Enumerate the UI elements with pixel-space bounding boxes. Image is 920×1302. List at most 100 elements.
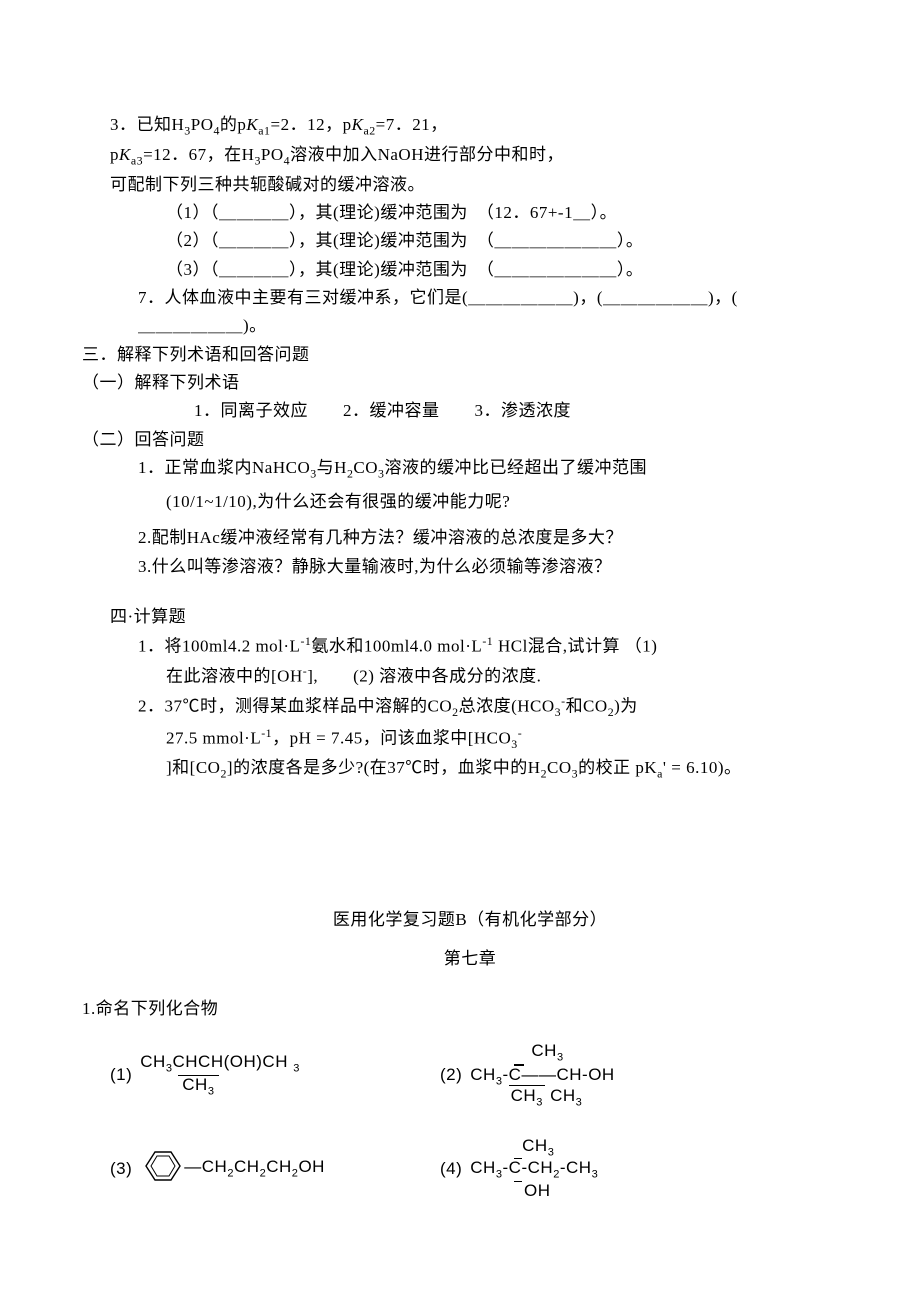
txt: HCl混合,试计算 （1) bbox=[493, 637, 657, 656]
document-page: 3．已知H3PO4的pKa1=2．12，pKa2=7．21， pKa3=12．6… bbox=[0, 0, 920, 1302]
s: 3 bbox=[208, 1085, 215, 1097]
chem-row-2: (3) —CH2CH2CH2OH (4) CH3 bbox=[110, 1137, 830, 1201]
chem-cell-3: (3) —CH2CH2CH2OH bbox=[110, 1148, 440, 1189]
formula-4: CH3 CH3-C-CH2-CH3 OH bbox=[470, 1137, 598, 1201]
chem-cell-4: (4) CH3 CH3-C-CH2-CH3 OH bbox=[440, 1137, 830, 1201]
q3-line1: 3．已知H3PO4的pKa1=2．12，pKa2=7．21， bbox=[110, 112, 830, 140]
t: CH bbox=[531, 1041, 557, 1060]
txt: )为 bbox=[614, 697, 638, 716]
t: CH bbox=[182, 1075, 208, 1094]
q3-item2: （2）（＿＿＿＿），其(理论)缓冲范围为 （＿＿＿＿＿＿＿）。 bbox=[110, 228, 830, 254]
txt: PO bbox=[191, 115, 214, 134]
txt: = 6.10)。 bbox=[666, 758, 741, 777]
txt: ），其(理论)缓冲范围为 （12．67+-1＿）。 bbox=[289, 203, 617, 222]
chem-structures: (1) CH3CHCH(OH)CH 3 CH3 (2) CH3 CH3-C——C… bbox=[110, 1042, 830, 1200]
s: 3 bbox=[496, 1169, 503, 1181]
s: 3 bbox=[548, 1146, 555, 1158]
blank: ＿＿＿＿ bbox=[219, 231, 289, 250]
txt: 的校正 pK bbox=[578, 758, 657, 777]
t: C bbox=[509, 1065, 522, 1084]
partB-chapter: 第七章 bbox=[110, 946, 830, 972]
txt: p bbox=[110, 145, 119, 164]
sec3-q2: 2.配制HAc缓冲液经常有几种方法？缓冲溶液的总浓度是多大？ bbox=[110, 525, 830, 551]
txt: 在此溶液中的[OH bbox=[166, 667, 303, 686]
q7-line1: 7．人体血液中主要有三对缓冲系，它们是(＿＿＿＿＿＿)，(＿＿＿＿＿＿)，( bbox=[110, 285, 830, 311]
t: CH bbox=[470, 1065, 496, 1084]
blank: ＿＿＿＿＿＿ bbox=[138, 316, 243, 335]
chem-label-2: (2) bbox=[440, 1062, 462, 1088]
txt: )，( bbox=[573, 288, 603, 307]
s: 3 bbox=[496, 1075, 503, 1087]
s: 3 bbox=[293, 1063, 300, 1075]
txt: ，pH = 7.45，问该血浆中[HCO bbox=[272, 729, 511, 748]
sup: -1 bbox=[482, 634, 493, 648]
sub: a3 bbox=[131, 153, 143, 167]
chem-cell-2: (2) CH3 CH3-C——CH-OH CH3 CH3 bbox=[440, 1042, 830, 1109]
s: 2 bbox=[553, 1169, 560, 1181]
sec3-part1: （一）解释下列术语 bbox=[82, 370, 830, 396]
blank: ＿＿＿＿＿＿ bbox=[603, 288, 708, 307]
txt: )。 bbox=[243, 316, 267, 335]
sec4-q1-line2: 在此溶液中的[OH-], (2) 溶液中各成分的浓度. bbox=[110, 662, 830, 690]
sec4-title: 四·计算题 bbox=[110, 604, 830, 630]
var-K: K bbox=[119, 145, 131, 164]
txt: ）。 bbox=[617, 231, 644, 250]
t: CHCH(OH)CH bbox=[173, 1052, 294, 1071]
q3-item3: （3）（＿＿＿＿），其(理论)缓冲范围为 （＿＿＿＿＿＿＿）。 bbox=[110, 257, 830, 283]
txt: 7．人体血液中主要有三对缓冲系，它们是( bbox=[138, 288, 468, 307]
t: CH bbox=[234, 1157, 260, 1176]
var-K: K bbox=[352, 115, 364, 134]
t: OH bbox=[588, 1065, 615, 1084]
chem-row-1: (1) CH3CHCH(OH)CH 3 CH3 (2) CH3 CH3-C——C… bbox=[110, 1042, 830, 1109]
txt: ），其(理论)缓冲范围为 （ bbox=[289, 260, 494, 279]
sec3-q3: 3.什么叫等渗溶液？静脉大量输液时,为什么必须输等渗溶液？ bbox=[110, 554, 830, 580]
s: 3 bbox=[576, 1097, 583, 1109]
txt: 氨水和100ml4.0 mol·L bbox=[311, 637, 482, 656]
formula-3: —CH2CH2CH2OH bbox=[140, 1148, 325, 1189]
txt: 总浓度(HCO bbox=[459, 697, 555, 716]
txt: 1．正常血浆内NaHCO bbox=[138, 458, 310, 477]
t: CH bbox=[566, 1158, 592, 1177]
txt: 的p bbox=[220, 115, 247, 134]
txt: 溶液的缓冲比已经超出了缓冲范围 bbox=[384, 458, 647, 477]
sup: -1 bbox=[261, 726, 272, 740]
t: CH bbox=[528, 1158, 554, 1177]
txt: 3．已知H bbox=[110, 115, 184, 134]
chem-cell-1: (1) CH3CHCH(OH)CH 3 CH3 bbox=[110, 1053, 440, 1097]
t: C bbox=[509, 1158, 522, 1177]
txt: CO bbox=[547, 758, 572, 777]
q7-line2: ＿＿＿＿＿＿)。 bbox=[110, 313, 830, 339]
t: CH bbox=[202, 1157, 228, 1176]
t: CH bbox=[470, 1158, 496, 1177]
blank: ＿＿＿＿ bbox=[219, 203, 289, 222]
sup: - bbox=[518, 726, 522, 740]
formula-2: CH3 CH3-C——CH-OH CH3 CH3 bbox=[470, 1042, 614, 1109]
txt: ），其(理论)缓冲范围为 （ bbox=[289, 231, 494, 250]
txt: ）。 bbox=[617, 260, 644, 279]
sup: -1 bbox=[300, 634, 311, 648]
sec3-title: 三．解释下列术语和回答问题 bbox=[82, 342, 830, 368]
txt: =12．67，在H bbox=[143, 145, 254, 164]
txt: 2．37℃时，测得某血浆样品中溶解的CO bbox=[138, 697, 452, 716]
t: OH bbox=[298, 1157, 325, 1176]
txt: （3）（ bbox=[166, 260, 219, 279]
sec4-q2-line1: 2．37℃时，测得某血浆样品中溶解的CO2总浓度(HCO3-和CO2)为 bbox=[110, 692, 830, 722]
blank: ＿＿＿＿ bbox=[219, 260, 289, 279]
txt: )，( bbox=[708, 288, 738, 307]
txt: 1．将100ml4.2 mol·L bbox=[138, 637, 300, 656]
txt: （2）（ bbox=[166, 231, 219, 250]
chem-label-1: (1) bbox=[110, 1062, 132, 1088]
blank: ＿＿＿＿＿＿＿ bbox=[494, 260, 617, 279]
txt: 27.5 mmol·L bbox=[166, 729, 261, 748]
txt: CO bbox=[353, 458, 378, 477]
q3-line2: pKa3=12．67，在H3PO4溶液中加入NaOH进行部分中和时， bbox=[110, 142, 830, 170]
t: CH bbox=[266, 1157, 292, 1176]
sub: a2 bbox=[363, 123, 375, 137]
sec3-q1-line2: (10/1~1/10),为什么还会有很强的缓冲能力呢? bbox=[110, 489, 830, 515]
benzene-icon bbox=[140, 1148, 186, 1189]
txt: ], (2) 溶液中各成分的浓度. bbox=[307, 667, 541, 686]
txt: 溶液中加入NaOH进行部分中和时， bbox=[290, 145, 564, 164]
s: 2 bbox=[227, 1167, 234, 1179]
txt: =7．21， bbox=[376, 115, 448, 134]
partB-title: 医用化学复习题B（有机化学部分） bbox=[110, 907, 830, 933]
